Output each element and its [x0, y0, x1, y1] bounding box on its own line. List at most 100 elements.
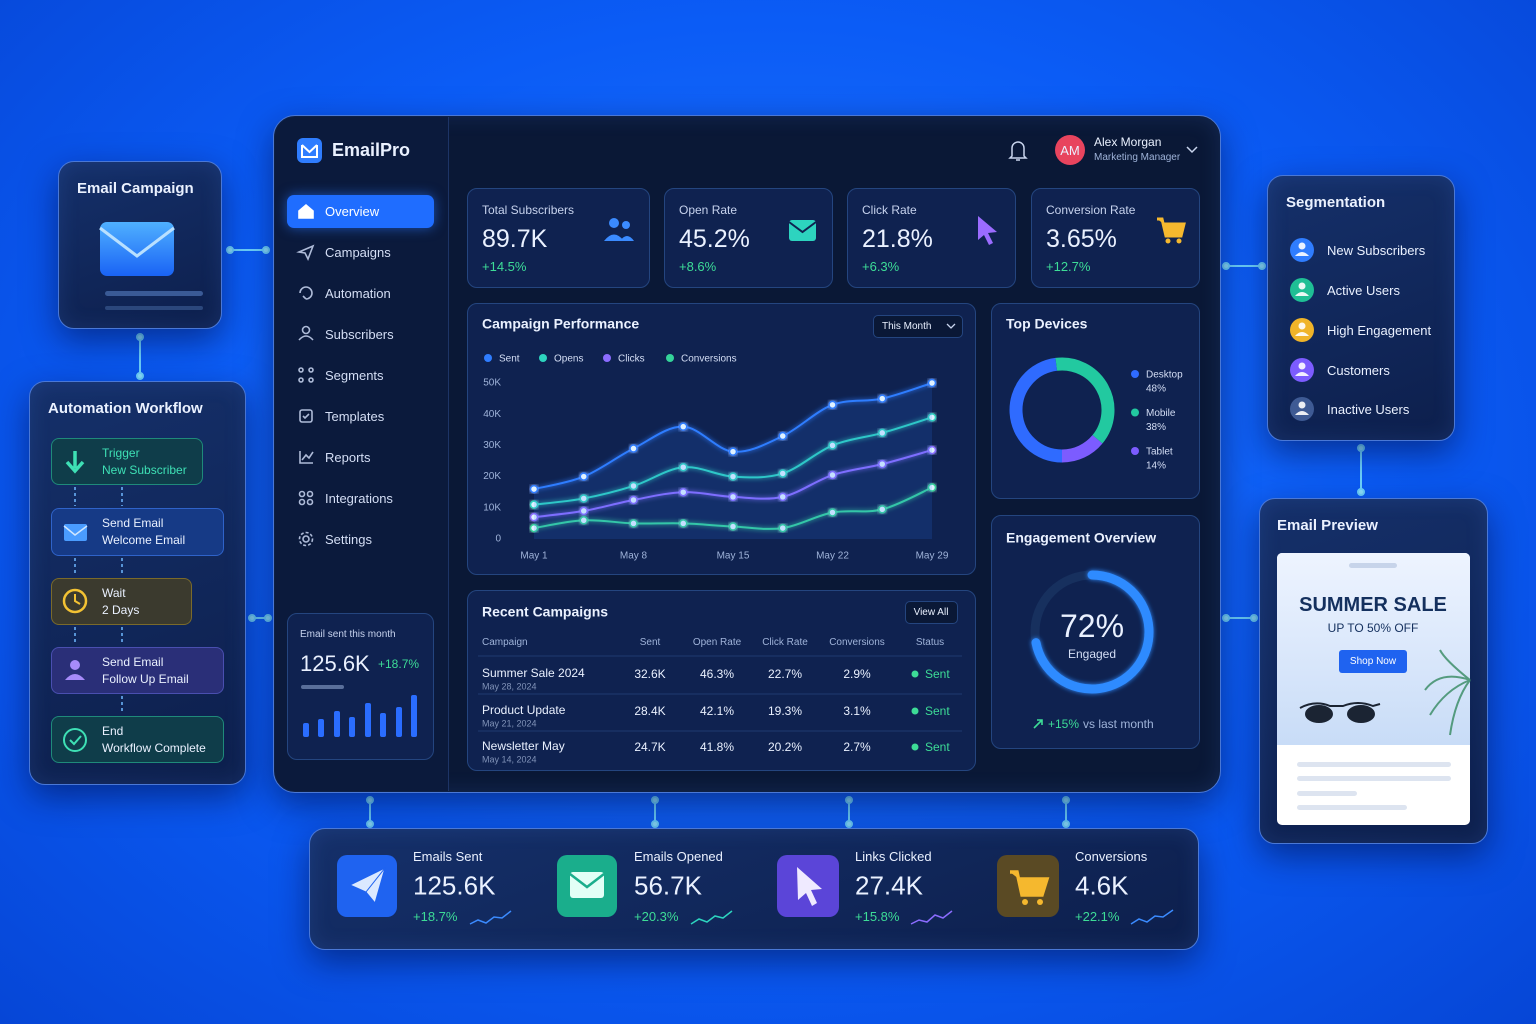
workflow-connectors — [74, 487, 123, 714]
kpi-change: +6.3% — [862, 259, 900, 275]
summary-value: 125.6K — [413, 870, 496, 901]
summary-label: Emails Opened — [634, 849, 723, 865]
campaign-status: Sent — [925, 739, 950, 754]
preview-headline: SUMMER SALE — [1299, 594, 1447, 616]
summary-value: 27.4K — [855, 870, 923, 901]
performance-card — [467, 303, 976, 575]
nav-item[interactable]: Overview — [325, 204, 380, 220]
period-dropdown[interactable] — [873, 315, 963, 338]
column-header: Conversions — [829, 637, 885, 648]
preview-subheadline: UP TO 50% OFF — [1327, 620, 1419, 635]
nav-icons — [296, 203, 315, 547]
segment-item[interactable]: New Subscribers — [1327, 243, 1426, 259]
table-dividers — [478, 655, 962, 751]
header-icons — [1008, 135, 1198, 165]
nav-item[interactable]: Reports — [325, 450, 371, 466]
sent-card-value: 125.6K — [300, 650, 370, 676]
preview-button-label[interactable]: Shop Now — [1349, 656, 1397, 667]
workflow-step[interactable] — [51, 716, 224, 763]
gauge-caption: Engaged — [1067, 646, 1117, 661]
step-title: End — [102, 723, 124, 738]
summary-label: Conversions — [1075, 849, 1148, 865]
view-all-label[interactable]: View All — [913, 607, 949, 618]
nav-item[interactable]: Automation — [325, 286, 391, 302]
column-header: Open Rate — [692, 637, 742, 648]
nav-item[interactable]: Templates — [325, 409, 385, 425]
column-header: Campaign — [482, 637, 528, 648]
nav-item[interactable]: Segments — [325, 368, 384, 384]
period-label[interactable]: This Month — [882, 321, 932, 332]
summary-label: Links Clicked — [855, 849, 932, 865]
segment-item[interactable]: Active Users — [1327, 283, 1400, 299]
preview-title: Email Preview — [1277, 517, 1378, 534]
kpi-value: 3.65% — [1046, 225, 1117, 253]
campaign-click-rate: 22.7% — [767, 666, 803, 681]
segmentation-title: Segmentation — [1286, 194, 1386, 211]
segment-icons — [1290, 238, 1314, 421]
campaign-name[interactable]: Product Update — [482, 702, 566, 717]
email-campaign-title: Email Campaign — [77, 180, 194, 197]
summary-change: +20.3% — [634, 909, 679, 925]
campaign-click-rate: 20.2% — [767, 739, 803, 754]
chart-title: Top Devices — [1006, 315, 1088, 332]
kpi-change: +14.5% — [482, 259, 527, 275]
brand-name: EmailPro — [332, 140, 411, 161]
table-title: Recent Campaigns — [482, 603, 609, 620]
connector-lines — [136, 246, 1365, 828]
summary-change: +18.7% — [413, 909, 458, 925]
summary-change: +15.8% — [855, 909, 900, 925]
trend-arrow — [1033, 719, 1043, 729]
step-title: Send Email — [102, 515, 164, 530]
summary-label: Emails Sent — [413, 849, 483, 865]
segment-item[interactable]: High Engagement — [1327, 323, 1432, 339]
campaign-sent: 32.6K — [634, 666, 666, 681]
nav-item[interactable]: Subscribers — [325, 327, 394, 343]
campaign-conversions: 2.9% — [843, 666, 871, 681]
column-header: Sent — [639, 637, 661, 648]
nav-item[interactable]: Settings — [325, 532, 372, 548]
kpi-value: 21.8% — [862, 225, 933, 253]
envelope-icon — [99, 222, 203, 310]
preview-art — [1297, 563, 1471, 810]
step-detail: 2 Days — [102, 602, 140, 617]
view-all-button[interactable] — [905, 601, 958, 624]
segment-item[interactable]: Inactive Users — [1327, 402, 1410, 418]
campaign-open-rate: 41.8% — [699, 739, 735, 754]
campaign-status: Sent — [925, 703, 950, 718]
nav-item[interactable]: Campaigns — [325, 245, 391, 261]
kpi-label: Open Rate — [679, 202, 738, 217]
campaign-conversions: 3.1% — [843, 703, 871, 718]
step-title: Wait — [102, 585, 126, 600]
user-name[interactable]: Alex Morgan — [1094, 134, 1162, 149]
step-detail: Follow Up Email — [102, 671, 189, 686]
campaign-date: May 21, 2024 — [482, 718, 537, 729]
segment-item[interactable]: Customers — [1327, 363, 1390, 379]
step-detail: New Subscriber — [102, 462, 187, 477]
nav-item[interactable]: Integrations — [325, 491, 393, 507]
kpi-icons — [604, 216, 1186, 245]
campaign-date: May 14, 2024 — [482, 754, 537, 765]
campaign-name[interactable]: Newsletter May — [482, 738, 565, 753]
preview-button[interactable] — [1339, 650, 1407, 673]
automation-title: Automation Workflow — [48, 400, 203, 417]
gauge-trend-text: vs last month — [1083, 716, 1154, 731]
column-header: Status — [915, 637, 945, 648]
campaign-conversions: 2.7% — [843, 739, 871, 754]
kpi-value: 89.7K — [482, 225, 548, 253]
chart-title: Engagement Overview — [1006, 529, 1157, 546]
workflow-step[interactable] — [51, 647, 224, 694]
brand-logo — [297, 138, 322, 163]
campaign-open-rate: 42.1% — [699, 703, 735, 718]
user-role: Marketing Manager — [1094, 152, 1181, 163]
campaign-name[interactable]: Summer Sale 2024 — [482, 665, 585, 680]
sent-card-bars — [301, 685, 417, 737]
summary-value: 56.7K — [634, 870, 702, 901]
step-title: Trigger — [102, 445, 140, 460]
step-detail: Workflow Complete — [102, 740, 206, 755]
kpi-change: +12.7% — [1046, 259, 1091, 275]
avatar-initials[interactable]: AM — [1060, 143, 1080, 159]
sent-card-change: +18.7% — [378, 656, 420, 671]
